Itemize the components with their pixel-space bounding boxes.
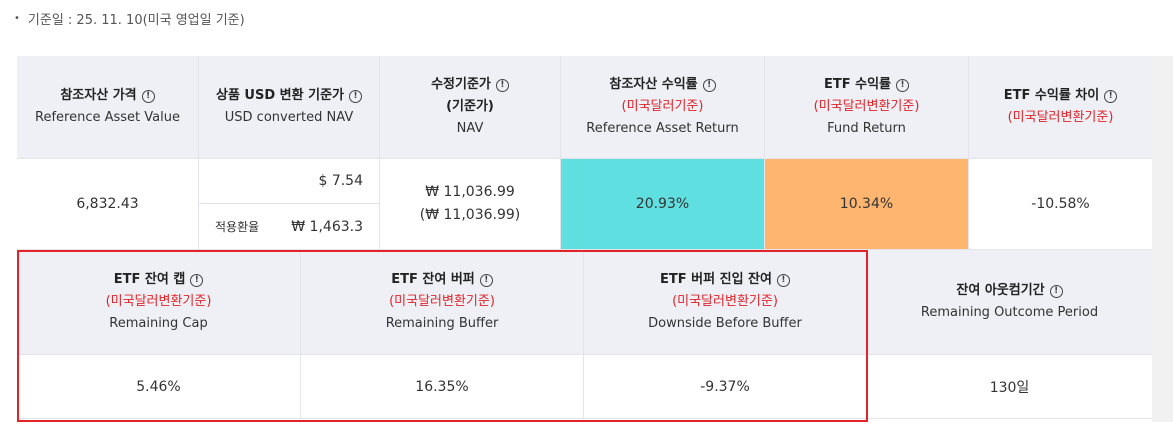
header-remaining-buffer: ETF 잔여 버퍼! (미국달러변환기준) Remaining Buffer — [301, 250, 584, 355]
return-difference-value: -10.58% — [1031, 196, 1090, 212]
info-icon[interactable]: ! — [141, 89, 155, 103]
fx-rate-label: 적용환율 — [215, 220, 260, 234]
header-reference-asset-value: 참조자산 가격! Reference Asset Value — [17, 56, 199, 159]
fund-return-cell: 10.34% — [765, 159, 969, 250]
info-icon[interactable]: ! — [1104, 89, 1118, 103]
fx-rate-value: ₩ 1,463.3 — [291, 218, 363, 235]
info-icon[interactable]: ! — [702, 78, 716, 92]
header-usd-converted-nav: 상품 USD 변환 기준가! USD converted NAV — [199, 56, 380, 159]
info-icon[interactable]: ! — [479, 273, 493, 287]
header-label: ETF 잔여 버퍼 — [391, 272, 475, 287]
header-english-label: Remaining Cap — [109, 316, 208, 331]
info-icon[interactable]: ! — [495, 78, 509, 92]
header-label: 잔여 아웃컴기간 — [956, 283, 1045, 298]
usd-nav-value: $ 7.54 — [199, 159, 379, 204]
header-remaining-outcome-period: 잔여 아웃컴기간! Remaining Outcome Period — [867, 250, 1152, 355]
nav-base-value: (₩ 11,036.99) — [419, 207, 521, 223]
basis-date-note: • 기준일 : 25. 11. 10(미국 영업일 기준) — [14, 9, 245, 28]
header-english-label: Fund Return — [827, 121, 906, 136]
remaining-outcome-period-value: 130일 — [989, 379, 1030, 396]
etf-info-table: 참조자산 가격! Reference Asset Value 상품 USD 변환… — [17, 56, 1152, 419]
nav-cell: ₩ 11,036.99 (₩ 11,036.99) — [380, 159, 561, 250]
usd-nav-cell: $ 7.54 적용환율 ₩ 1,463.3 — [199, 159, 380, 250]
basis-date-text: 기준일 : 25. 11. 10(미국 영업일 기준) — [27, 13, 245, 28]
remaining-cap-cell: 5.46% — [17, 355, 301, 419]
header-label: ETF 버퍼 진입 잔여 — [660, 272, 772, 287]
reference-asset-return-cell: 20.93% — [561, 159, 765, 250]
header-english-label: Downside Before Buffer — [648, 316, 802, 331]
remaining-outcome-period-cell: 130일 — [867, 355, 1152, 419]
table-row: 6,832.43 $ 7.54 적용환율 ₩ 1,463.3 ₩ 11,036.… — [17, 159, 1152, 250]
header-remaining-cap: ETF 잔여 캡! (미국달러변환기준) Remaining Cap — [17, 250, 301, 355]
table-header-row: 참조자산 가격! Reference Asset Value 상품 USD 변환… — [17, 56, 1152, 159]
header-english-label: USD converted NAV — [224, 110, 354, 125]
info-icon[interactable]: ! — [190, 273, 204, 287]
info-icon[interactable]: ! — [1049, 284, 1063, 298]
header-sub-label: (기준가) — [446, 99, 494, 114]
reference-asset-value: 6,832.43 — [76, 196, 139, 212]
header-label: ETF 수익률 차이 — [1003, 88, 1100, 103]
header-english-label: Remaining Outcome Period — [920, 305, 1099, 320]
header-label: 참조자산 가격 — [60, 88, 137, 103]
header-reference-asset-return: 참조자산 수익률! (미국달러기준) Reference Asset Retur… — [561, 56, 765, 159]
header-nav: 수정기준가! (기준가) NAV — [380, 56, 561, 159]
header-english-label: Remaining Buffer — [385, 316, 499, 331]
info-icon[interactable]: ! — [896, 78, 910, 92]
downside-before-buffer-value: -9.37% — [700, 378, 750, 395]
info-icon[interactable]: ! — [776, 273, 790, 287]
reference-asset-value-cell: 6,832.43 — [17, 159, 199, 250]
header-basis-label: (미국달러기준) — [621, 99, 704, 114]
header-label: 참조자산 수익률 — [609, 77, 698, 92]
header-fund-return: ETF 수익률! (미국달러변환기준) Fund Return — [765, 56, 969, 159]
table-header-row: ETF 잔여 캡! (미국달러변환기준) Remaining Cap ETF 잔… — [17, 250, 1152, 355]
header-basis-label: (미국달러변환기준) — [813, 99, 920, 114]
info-icon[interactable]: ! — [349, 89, 362, 103]
header-label: 상품 USD 변환 기준가 — [215, 88, 344, 103]
header-basis-label: (미국달러변환기준) — [105, 294, 212, 309]
return-difference-cell: -10.58% — [969, 159, 1152, 250]
downside-before-buffer-cell: -9.37% — [584, 355, 867, 419]
header-return-difference: ETF 수익률 차이! (미국달러변환기준) — [969, 56, 1152, 159]
header-english-label: Reference Asset Return — [586, 121, 739, 136]
vertical-scrollbar[interactable] — [1152, 56, 1173, 422]
nav-value: ₩ 11,036.99 — [425, 184, 515, 200]
header-label: ETF 잔여 캡 — [113, 272, 186, 287]
fx-rate-row: 적용환율 ₩ 1,463.3 — [199, 204, 379, 249]
table-row: 5.46% 16.35% -9.37% 130일 — [17, 355, 1152, 419]
bullet-icon: • — [14, 13, 20, 24]
header-english-label: NAV — [456, 121, 484, 136]
reference-asset-return-value: 20.93% — [635, 196, 690, 212]
remaining-buffer-value: 16.35% — [415, 378, 469, 395]
header-english-label: Reference Asset Value — [35, 110, 180, 125]
header-label: 수정기준가 — [431, 77, 491, 92]
remaining-cap-value: 5.46% — [136, 378, 181, 395]
header-basis-label: (미국달러변환기준) — [1007, 110, 1114, 125]
header-downside-before-buffer: ETF 버퍼 진입 잔여! (미국달러변환기준) Downside Before… — [584, 250, 867, 355]
fund-return-value: 10.34% — [839, 196, 894, 212]
header-basis-label: (미국달러변환기준) — [389, 294, 495, 309]
header-basis-label: (미국달러변환기준) — [672, 294, 778, 309]
header-label: ETF 수익률 — [823, 77, 892, 92]
remaining-buffer-cell: 16.35% — [301, 355, 584, 419]
